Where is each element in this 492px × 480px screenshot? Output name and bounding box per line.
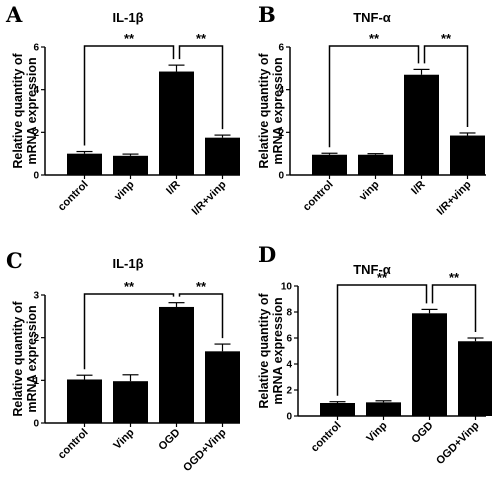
y-tick-label: 2: [33, 333, 39, 344]
bar: [450, 135, 485, 175]
y-tick-label: 4: [278, 85, 284, 96]
y-axis-label: mRNA expression: [271, 297, 285, 404]
significance-bracket: [178, 45, 224, 130]
significance-label: **: [369, 31, 380, 46]
significance-label: **: [377, 270, 388, 285]
y-tick-label: 0: [33, 171, 39, 182]
chart-title: IL-1β: [112, 10, 143, 25]
significance-label: **: [124, 279, 135, 294]
chart-title: TNF-α: [353, 10, 391, 25]
x-tick-label: control: [309, 420, 344, 455]
y-tick-label: 6: [33, 43, 39, 54]
bar: [320, 403, 355, 416]
y-tick-label: 4: [286, 360, 292, 371]
significance-label: **: [441, 31, 452, 46]
bar: [404, 74, 439, 175]
y-tick-label: 6: [286, 334, 292, 345]
y-tick-label: 2: [286, 386, 292, 397]
bar: [159, 71, 194, 175]
significance-bracket: [83, 293, 175, 370]
significance-bracket: [328, 45, 420, 148]
x-tick-label: vinp: [112, 178, 137, 203]
x-tick-label: I/R: [164, 179, 182, 197]
y-tick-label: 1: [33, 376, 39, 387]
x-tick-label: OGD: [156, 427, 182, 453]
y-tick-label: 6: [278, 43, 284, 54]
significance-bracket: [431, 284, 477, 332]
significance-label: **: [449, 270, 460, 285]
x-tick-label: control: [301, 179, 336, 214]
y-axis-label: Relative quantity of: [257, 293, 271, 409]
x-tick-label: OGD+Vinp: [181, 426, 229, 474]
chart-title: TNF-α: [353, 262, 391, 277]
bar: [113, 381, 148, 423]
panel-b: B TNF-α Relative quantity of mRNA expressio…: [257, 2, 486, 218]
significance-bracket: [336, 284, 428, 396]
x-tick-label: I/R+vinp: [435, 178, 474, 217]
bar: [67, 153, 102, 175]
panel-letter: A: [5, 2, 23, 27]
significance-bracket: [83, 45, 175, 146]
y-axis-label: mRNA expression: [25, 57, 39, 164]
panel-letter: D: [258, 242, 276, 267]
x-tick-label: control: [56, 427, 91, 462]
x-tick-label: OGD+Vinp: [434, 419, 482, 467]
panel-letter: C: [6, 248, 23, 273]
significance-label: **: [196, 31, 207, 46]
bar: [205, 137, 240, 175]
bar: [412, 313, 447, 416]
y-tick-label: 4: [33, 85, 39, 96]
y-axis-label: Relative quantity of: [11, 301, 25, 417]
bar: [67, 379, 102, 423]
y-axis-label: mRNA expression: [25, 305, 39, 412]
bar: [358, 154, 393, 175]
y-tick-label: 2: [278, 128, 284, 139]
x-tick-label: Vinp: [111, 426, 136, 451]
panel-c: C IL-1β Relative quantity of mRNA expressio…: [6, 248, 240, 474]
significance-bracket: [423, 45, 469, 127]
bar: [366, 402, 401, 416]
y-axis-label: mRNA expression: [271, 57, 285, 164]
y-tick-label: 10: [281, 282, 293, 293]
chart-title: IL-1β: [112, 256, 143, 271]
significance-bracket: [178, 293, 224, 339]
x-tick-label: I/R+vinp: [190, 178, 229, 217]
y-tick-label: 3: [33, 291, 39, 302]
x-tick-label: I/R: [409, 179, 427, 197]
bar: [458, 341, 492, 416]
y-tick-label: 0: [286, 412, 292, 423]
x-tick-label: vinp: [357, 178, 382, 203]
y-tick-label: 0: [278, 171, 284, 182]
y-tick-label: 8: [286, 308, 292, 319]
panel-letter: B: [258, 2, 276, 27]
bar: [312, 154, 347, 175]
significance-label: **: [124, 31, 135, 46]
y-tick-label: 2: [33, 128, 39, 139]
panel-d: D TNF-α Relative quantity of mRNA expressio…: [257, 242, 492, 467]
bar: [159, 306, 194, 423]
y-axis-label: Relative quantity of: [257, 53, 271, 169]
bar: [113, 155, 148, 175]
y-tick-label: 0: [33, 419, 39, 430]
x-tick-label: OGD: [409, 420, 435, 446]
y-axis-label: Relative quantity of: [11, 53, 25, 169]
x-tick-label: control: [56, 179, 91, 214]
panel-a: A IL-1β Relative quantity of mRNA expressio…: [5, 2, 240, 218]
significance-label: **: [196, 279, 207, 294]
x-tick-label: Vinp: [364, 419, 389, 444]
bar: [205, 351, 240, 423]
